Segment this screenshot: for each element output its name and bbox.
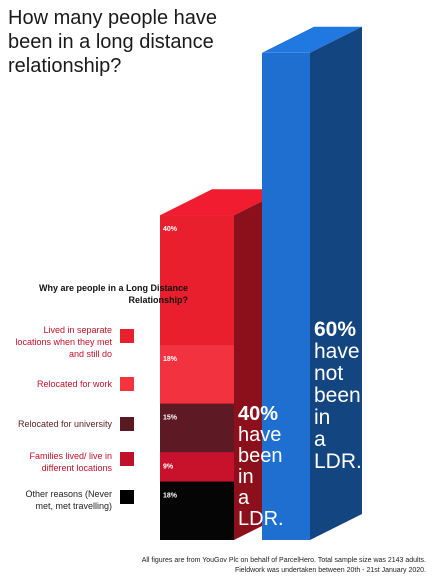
- footnote-line-2: Fieldwork was undertaken between 20th - …: [234, 567, 426, 574]
- legend-title: Why are people in a Long Distance Relati…: [38, 283, 188, 305]
- segment-1: [160, 345, 234, 404]
- chart-title: How many people have been in a long dist…: [8, 7, 218, 77]
- bar-no-ldr-top: [262, 26, 362, 53]
- legend-label-other: Other reasons (Never met, met travelling…: [25, 489, 112, 511]
- segment-0: [160, 215, 234, 346]
- legend-swatch-families: [120, 452, 134, 466]
- segment-label-3: 9%: [163, 463, 174, 470]
- legend-label-work: Relocated for work: [36, 379, 112, 389]
- bar-no-ldr-front: [262, 52, 310, 541]
- bar-no-ldr-side: [310, 26, 362, 541]
- segment-2: [160, 403, 234, 453]
- footnote-line-1: All figures are from YouGov Plc on behal…: [141, 557, 426, 564]
- footnote: All figures are from YouGov Plc on behal…: [130, 556, 426, 576]
- legend-swatch-university: [120, 417, 134, 431]
- segment-4: [160, 481, 234, 540]
- bar-no-ldr-label: 60% have not been in a LDR.: [314, 318, 362, 473]
- segment-3: [160, 452, 234, 482]
- legend-label-families: Families lived/ live in different locati…: [29, 451, 112, 473]
- segment-label-1: 18%: [163, 356, 178, 363]
- bar-ldr-label: 40% have been in a LDR.: [238, 403, 284, 530]
- segment-label-2: 15%: [163, 415, 178, 422]
- legend-label-university: Relocated for university: [17, 419, 112, 429]
- legend-swatch-work: [120, 377, 134, 391]
- legend-label-separate-locations: Lived in separate locations when they me…: [15, 325, 112, 359]
- legend-swatch-separate-locations: [120, 329, 134, 343]
- segment-label-4: 18%: [163, 493, 178, 500]
- segment-label-0: 40%: [163, 226, 178, 233]
- legend-swatch-other: [120, 490, 134, 504]
- bar-ldr-top: [160, 189, 286, 216]
